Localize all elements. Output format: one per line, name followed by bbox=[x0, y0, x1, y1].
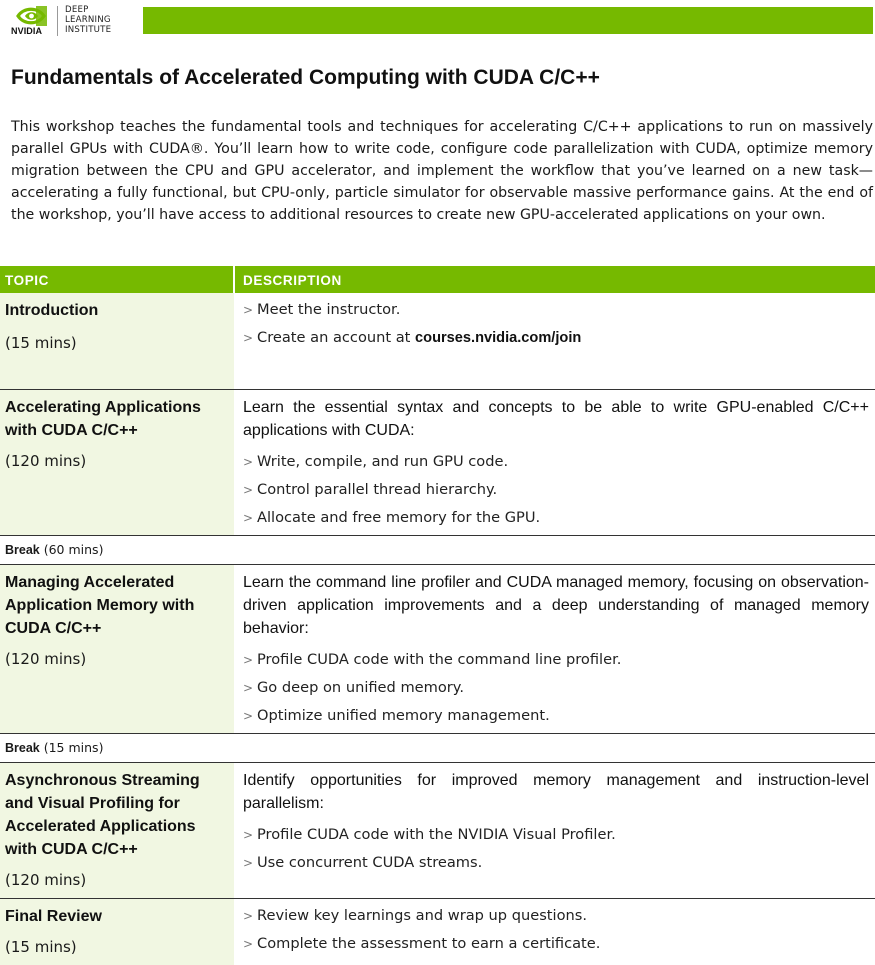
institute-line-2: LEARNING bbox=[65, 15, 111, 25]
description-lead: Learn the essential syntax and concepts … bbox=[243, 398, 869, 439]
institute-line-3: INSTITUTE bbox=[65, 25, 112, 35]
institute-line-1: DEEP bbox=[65, 5, 89, 15]
chevron-right-icon: > bbox=[243, 482, 254, 497]
bullet-list: > Write, compile, and run GPU code. > Cont… bbox=[243, 448, 869, 532]
topic-duration: (120 mins) bbox=[5, 870, 87, 889]
topic-cell: Accelerating Applications with CUDA C/C+… bbox=[0, 389, 234, 536]
agenda-table: TOPIC DESCRIPTION Introduction (15 mins)… bbox=[0, 266, 875, 965]
chevron-right-icon: > bbox=[243, 510, 254, 525]
topic-duration: (120 mins) bbox=[5, 451, 87, 470]
topic-column-header: TOPIC bbox=[0, 266, 234, 293]
list-item: > Meet the instructor. bbox=[243, 296, 869, 324]
logo-divider bbox=[57, 6, 58, 36]
break-cell: Break (60 mins) bbox=[0, 535, 875, 565]
agenda-row-introduction: Introduction (15 mins) > Meet the instruc… bbox=[0, 293, 875, 390]
bullet-list: > Review key learnings and wrap up questi… bbox=[243, 902, 869, 965]
institute-wordmark: DEEP LEARNING INSTITUTE bbox=[65, 5, 111, 35]
list-item: >Take the workshop survey. bbox=[243, 958, 869, 965]
list-item: > Create an account at courses.nvidia.com… bbox=[243, 324, 869, 352]
description-lead: Identify opportunities for improved memo… bbox=[243, 771, 869, 812]
chevron-right-icon: > bbox=[243, 331, 254, 345]
agenda-row-managing-memory: Managing Accelerated Application Memory … bbox=[0, 564, 875, 734]
chevron-right-icon: > bbox=[243, 908, 254, 923]
topic-cell: Introduction (15 mins) bbox=[0, 293, 234, 390]
topic-cell: Managing Accelerated Application Memory … bbox=[0, 564, 234, 734]
list-item: > Use concurrent CUDA streams. bbox=[243, 849, 869, 877]
topic-name: Introduction bbox=[5, 302, 99, 319]
nvidia-wordmark: NVIDIA bbox=[11, 26, 43, 36]
chevron-right-icon: > bbox=[243, 827, 254, 842]
list-item: > Control parallel thread hierarchy. bbox=[243, 476, 869, 504]
page-title: Fundamentals of Accelerated Computing wi… bbox=[11, 66, 600, 89]
list-item: > Review key learnings and wrap up questi… bbox=[243, 902, 869, 930]
topic-duration: (15 mins) bbox=[5, 334, 77, 352]
chevron-right-icon: > bbox=[243, 680, 254, 695]
description-cell: Learn the essential syntax and concepts … bbox=[234, 389, 875, 536]
bullet-list: > Meet the instructor. > Create an account… bbox=[243, 296, 869, 352]
agenda-row-break: Break (15 mins) bbox=[0, 733, 875, 763]
description-cell: > Review key learnings and wrap up questi… bbox=[234, 898, 875, 965]
list-item: > Optimize unified memory management. bbox=[243, 702, 869, 730]
topic-name: Asynchronous Streaming and Visual Profil… bbox=[5, 771, 200, 858]
topic-duration: (120 mins) bbox=[5, 649, 87, 668]
page-header: NVIDIA DEEP LEARNING INSTITUTE bbox=[0, 0, 875, 42]
nvidia-eye-icon bbox=[16, 6, 47, 26]
break-cell: Break (15 mins) bbox=[0, 733, 875, 763]
nvidia-logo bbox=[8, 4, 54, 38]
description-cell: Identify opportunities for improved memo… bbox=[234, 762, 875, 899]
list-item: > Complete the assessment to earn a certi… bbox=[243, 930, 869, 958]
description-cell: > Meet the instructor. > Create an account… bbox=[234, 293, 875, 390]
description-lead: Learn the command line profiler and CUDA… bbox=[243, 573, 869, 637]
chevron-right-icon: > bbox=[243, 303, 254, 317]
list-item: > Allocate and free memory for the GPU. bbox=[243, 504, 869, 532]
topic-cell: Asynchronous Streaming and Visual Profil… bbox=[0, 762, 234, 899]
topic-name: Managing Accelerated Application Memory … bbox=[5, 573, 195, 637]
header-accent-bar bbox=[143, 7, 873, 34]
agenda-row-break: Break (60 mins) bbox=[0, 535, 875, 565]
chevron-right-icon: > bbox=[243, 708, 254, 723]
agenda-row-accelerating-applications: Accelerating Applications with CUDA C/C+… bbox=[0, 389, 875, 536]
chevron-right-icon: > bbox=[243, 958, 253, 965]
chevron-right-icon: > bbox=[243, 855, 254, 870]
break-label: Break bbox=[5, 740, 40, 755]
break-duration: (15 mins) bbox=[39, 739, 104, 755]
intro-paragraph: This workshop teaches the fundamental to… bbox=[11, 119, 873, 223]
chevron-right-icon: > bbox=[243, 652, 254, 667]
list-item: > Profile CUDA code with the command line… bbox=[243, 646, 869, 674]
agenda-header-row: TOPIC DESCRIPTION bbox=[0, 266, 875, 293]
topic-duration: (15 mins) bbox=[5, 937, 77, 956]
agenda-row-asynchronous-streaming: Asynchronous Streaming and Visual Profil… bbox=[0, 762, 875, 899]
list-item: > Go deep on unified memory. bbox=[243, 674, 869, 702]
chevron-right-icon: > bbox=[243, 454, 254, 469]
bullet-list: > Profile CUDA code with the command line… bbox=[243, 646, 869, 730]
topic-name: Accelerating Applications with CUDA C/C+… bbox=[5, 398, 201, 439]
list-item: > Write, compile, and run GPU code. bbox=[243, 448, 869, 476]
topic-cell: Final Review (15 mins) bbox=[0, 898, 234, 965]
description-column-header: DESCRIPTION bbox=[233, 266, 875, 293]
description-cell: Learn the command line profiler and CUDA… bbox=[234, 564, 875, 734]
agenda-row-final-review: Final Review (15 mins) > Review key learn… bbox=[0, 898, 875, 965]
break-label: Break bbox=[5, 542, 40, 557]
break-duration: (60 mins) bbox=[39, 541, 104, 557]
chevron-right-icon: > bbox=[243, 936, 254, 951]
topic-name: Final Review bbox=[5, 907, 102, 925]
bullet-list: > Profile CUDA code with the NVIDIA Visua… bbox=[243, 821, 869, 877]
list-item: > Profile CUDA code with the NVIDIA Visua… bbox=[243, 821, 869, 849]
join-link[interactable]: courses.nvidia.com/join bbox=[415, 330, 582, 346]
